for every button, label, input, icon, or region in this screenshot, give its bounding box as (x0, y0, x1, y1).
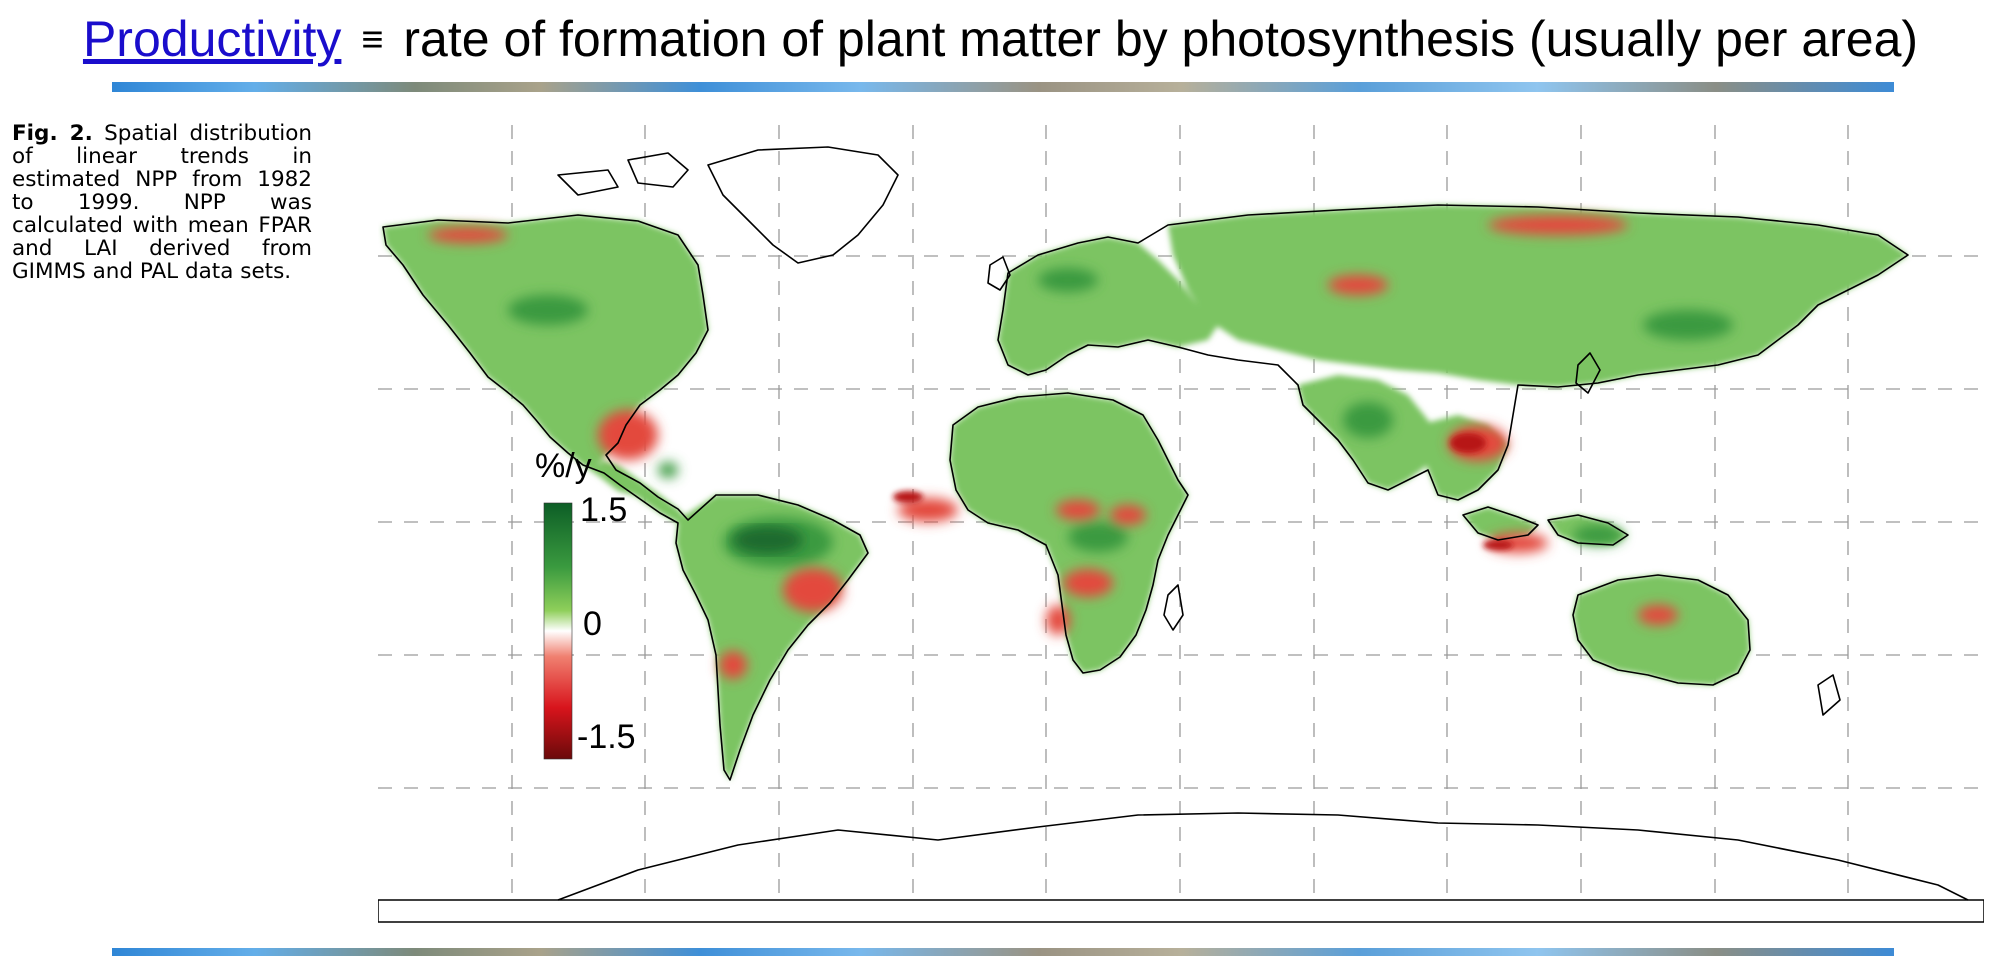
figure-caption-text: Spatial distribution of linear trends in… (12, 121, 312, 284)
decorative-stripe-top (112, 82, 1894, 92)
land-trend-fill (383, 205, 1908, 780)
strong-decrease-patches (893, 433, 1513, 550)
slide-title: Productivity ≡ rate of formation of plan… (0, 10, 2001, 68)
colorbar-min-label: -1.5 (577, 718, 636, 756)
figure-label: Fig. 2. (12, 121, 93, 146)
decorative-stripe-bottom (112, 948, 1894, 956)
equivalence-symbol: ≡ (361, 19, 384, 61)
colorbar-gradient (543, 502, 573, 760)
definition-text: rate of formation of plant matter by pho… (403, 11, 1919, 67)
coastlines (382, 146, 1969, 901)
strong-increase-patches (508, 268, 1733, 567)
colorbar-mid-label: 0 (583, 605, 602, 643)
productivity-link[interactable]: Productivity (82, 11, 342, 67)
world-map-svg: %/y 1.5 0 -1.5 (378, 125, 1984, 923)
colorbar-unit-label: %/y (535, 447, 592, 485)
map-frame (378, 899, 1984, 923)
strongest-increase-patch (733, 526, 803, 554)
figure-caption: Fig. 2. Spatial distribution of linear t… (12, 122, 312, 283)
colorbar: %/y 1.5 0 -1.5 (535, 447, 636, 760)
npp-trend-map: %/y 1.5 0 -1.5 (378, 125, 1984, 925)
colorbar-max-label: 1.5 (580, 491, 627, 529)
